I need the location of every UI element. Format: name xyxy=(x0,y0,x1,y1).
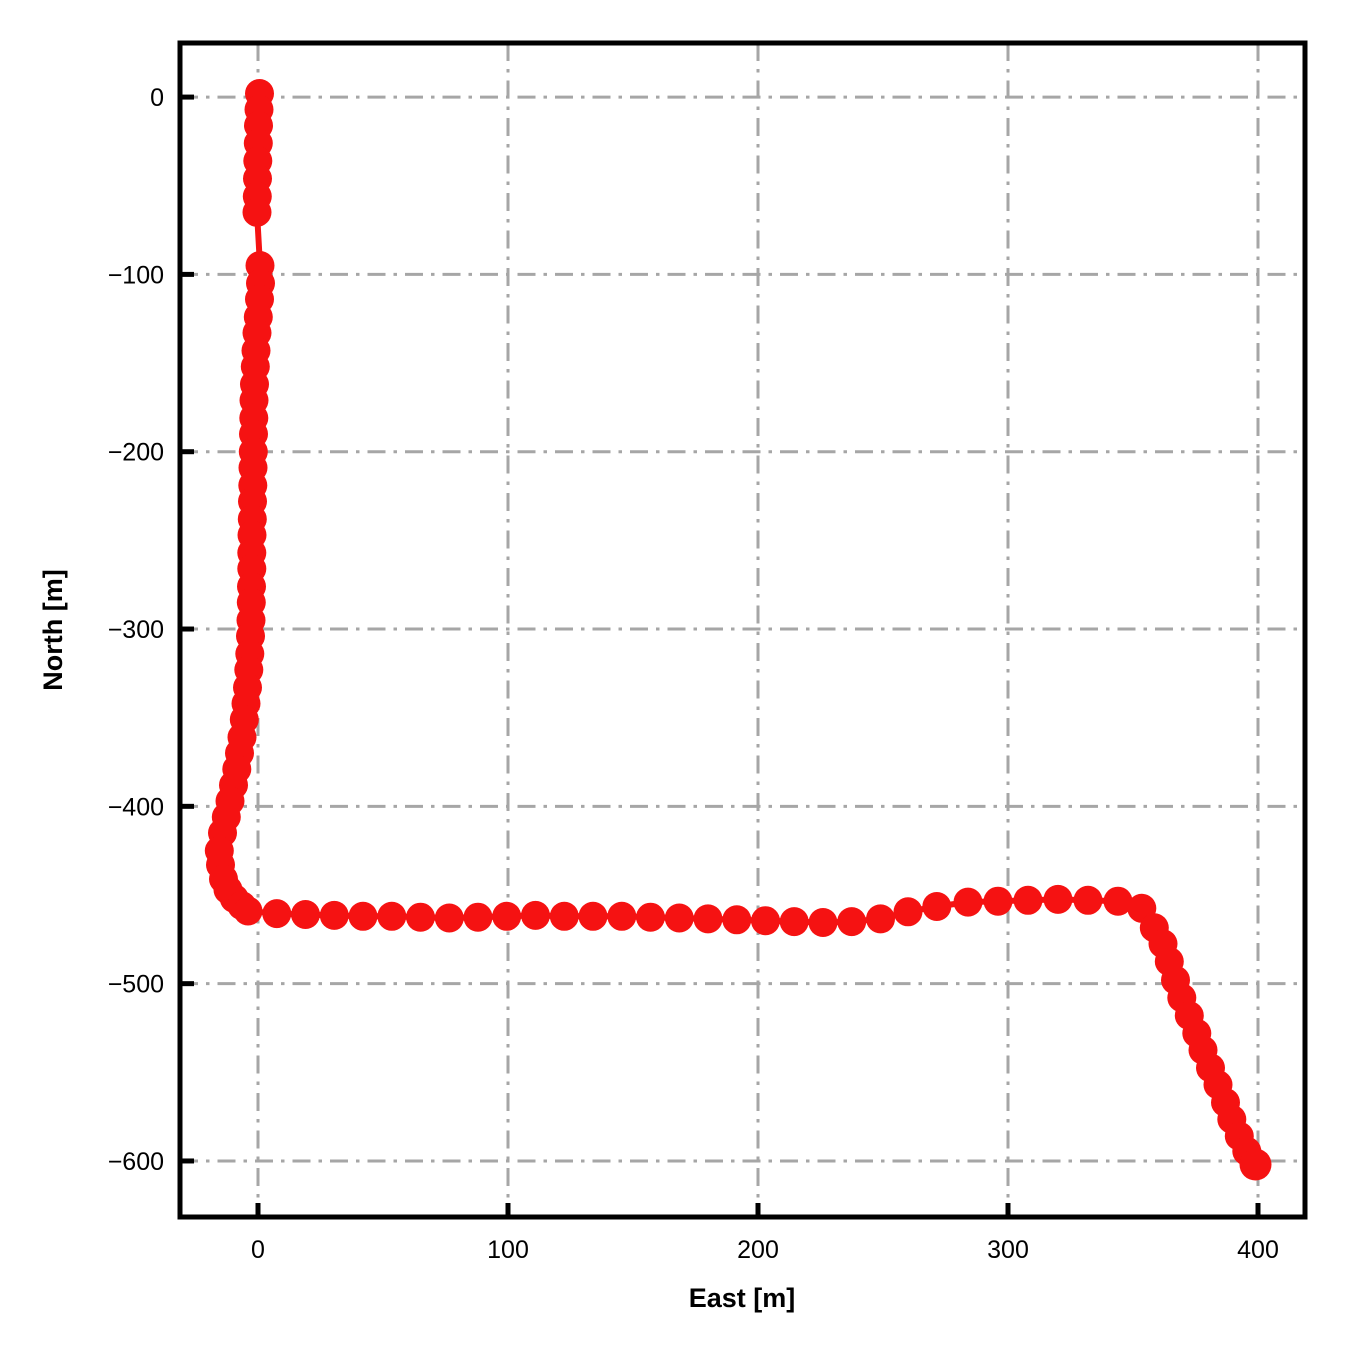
trajectory-point xyxy=(722,905,752,935)
x-tick-label: 0 xyxy=(251,1236,265,1264)
y-tick-label: 0 xyxy=(150,84,164,112)
y-axis-label: North [m] xyxy=(38,569,68,690)
trajectory-point xyxy=(837,907,867,937)
trajectory-series xyxy=(204,79,1272,1181)
gridlines xyxy=(180,43,1305,1217)
trajectory-point xyxy=(406,902,435,932)
trajectory-point xyxy=(1043,884,1073,914)
y-tick-label: −200 xyxy=(108,439,164,467)
trajectory-point xyxy=(233,896,263,926)
x-tick-label: 400 xyxy=(1237,1236,1279,1264)
trajectory-point xyxy=(779,907,809,937)
trajectory-point xyxy=(463,902,493,932)
y-tick-label: −300 xyxy=(108,616,164,644)
trajectory-point xyxy=(922,892,952,921)
tick-labels: 0 100 200 300 400 0 −100 −200 −300 −400 −500 −600 xyxy=(108,84,1279,1264)
trajectory-point xyxy=(242,197,272,227)
trajectory-point xyxy=(983,886,1013,916)
trajectory-point xyxy=(664,903,694,933)
axis-ticks xyxy=(180,94,1261,1217)
trajectory-point xyxy=(492,901,522,931)
trajectory-point xyxy=(578,901,608,931)
trajectory-point xyxy=(866,904,895,934)
trajectory-point xyxy=(291,900,320,929)
x-axis-label: East [m] xyxy=(689,1283,796,1313)
trajectory-point xyxy=(348,901,378,931)
trajectory-point xyxy=(319,900,349,930)
trajectory-point xyxy=(693,904,723,934)
trajectory-point xyxy=(953,887,983,917)
trajectory-point xyxy=(521,900,550,930)
y-tick-label: −500 xyxy=(108,971,164,999)
trajectory-point xyxy=(549,901,579,931)
y-tick-label: −600 xyxy=(108,1148,164,1176)
trajectory-point xyxy=(1073,885,1103,915)
trajectory-point xyxy=(607,901,637,931)
trajectory-point xyxy=(636,902,665,932)
y-tick-label: −400 xyxy=(108,793,164,821)
x-tick-label: 300 xyxy=(987,1236,1029,1264)
trajectory-point xyxy=(377,901,407,931)
x-tick-label: 100 xyxy=(487,1236,529,1264)
trajectory-point xyxy=(808,908,838,937)
trajectory-point xyxy=(1103,886,1133,916)
trajectory-point xyxy=(434,903,464,933)
trajectory-point xyxy=(751,906,780,936)
trajectory-point xyxy=(262,899,292,929)
trajectory-point xyxy=(1239,1148,1272,1181)
trajectory-point xyxy=(893,897,923,927)
trajectory-point xyxy=(1013,885,1043,915)
x-tick-label: 200 xyxy=(737,1236,779,1264)
y-tick-label: −100 xyxy=(108,261,164,289)
